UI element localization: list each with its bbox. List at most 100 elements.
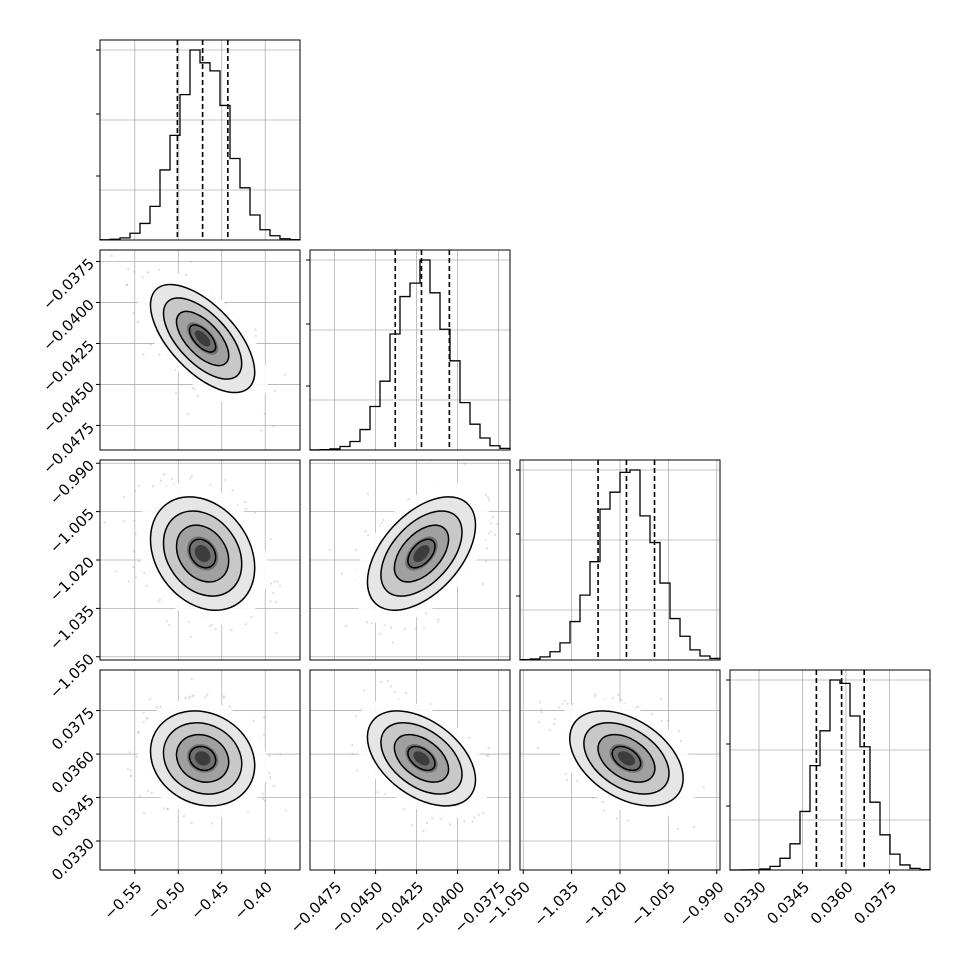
sample-point [487, 532, 490, 535]
sample-point [260, 429, 263, 432]
contour-level-3 [162, 722, 243, 795]
sample-point [190, 475, 194, 478]
sample-point [422, 626, 426, 629]
sample-point [437, 618, 440, 621]
sample-point [261, 792, 264, 795]
sample-point [162, 807, 165, 810]
sample-point [269, 600, 272, 603]
contour-level-3 [380, 722, 463, 795]
contour-level-3 [380, 510, 463, 597]
contour-level-1 [407, 745, 436, 772]
sample-point [147, 271, 150, 274]
sample-point [244, 501, 247, 504]
sample-point [620, 698, 623, 701]
sample-point [145, 584, 148, 587]
sample-point [496, 523, 499, 526]
sample-point [245, 507, 248, 510]
sample-point [129, 769, 132, 772]
panel-frame [309, 669, 511, 871]
sample-point [127, 767, 130, 771]
sample-point [380, 521, 383, 525]
sample-point [223, 695, 226, 698]
sample-point [366, 621, 369, 624]
sample-point [429, 702, 432, 706]
sample-point [155, 706, 159, 709]
sample-point [137, 484, 140, 487]
histogram-p0 [99, 49, 301, 241]
sample-point [204, 696, 207, 699]
panel-content [103, 473, 282, 638]
sample-point [136, 321, 139, 324]
sample-point [166, 807, 170, 810]
scatter-panel-p2-p3 [519, 669, 721, 871]
sample-point [166, 808, 169, 811]
sample-point [463, 820, 466, 823]
sample-point [142, 711, 145, 714]
sample-point [222, 696, 225, 699]
sample-point [135, 576, 138, 579]
panel-frame [99, 39, 301, 241]
sample-point [171, 478, 174, 481]
sample-point [145, 716, 149, 720]
sample-point [473, 816, 476, 819]
sample-point [158, 353, 161, 356]
sample-point [391, 641, 395, 644]
sample-point [313, 794, 315, 796]
sample-point [137, 731, 141, 735]
contour-level-1 [188, 324, 217, 353]
contour-level-4 [366, 496, 477, 612]
sample-point [415, 628, 418, 631]
sample-point [150, 791, 153, 795]
sample-point [279, 753, 282, 756]
sample-point [276, 580, 279, 583]
sample-point [393, 691, 396, 694]
sample-point [448, 823, 452, 826]
sample-point [272, 591, 275, 594]
sample-point [481, 582, 484, 586]
sample-point [138, 795, 141, 798]
panel-frame [519, 459, 721, 661]
sample-point [366, 493, 369, 496]
sample-point [383, 623, 386, 627]
sample-point [340, 572, 343, 575]
sample-point [363, 689, 366, 692]
panel-content [536, 693, 706, 830]
sample-point [162, 473, 165, 476]
contour-level-4 [149, 283, 256, 394]
sample-point [149, 698, 152, 701]
sample-point [196, 394, 199, 397]
panel-content [110, 254, 287, 432]
sample-point [482, 811, 485, 815]
panel-frame [309, 459, 511, 661]
sample-point [269, 776, 272, 779]
sample-point [151, 485, 155, 488]
sample-point [130, 774, 133, 777]
sample-point [283, 373, 287, 376]
scatter-panel-p0-p2 [99, 459, 301, 661]
sample-point [376, 791, 379, 794]
sample-point [403, 627, 406, 630]
sample-point [157, 600, 160, 603]
sample-point [143, 812, 146, 815]
sample-point [268, 837, 271, 840]
sample-point [114, 570, 118, 573]
sample-point [132, 550, 135, 553]
sample-point [209, 483, 212, 486]
sample-point [149, 343, 152, 346]
sample-point [425, 821, 428, 825]
sample-point [471, 820, 474, 823]
sample-point [231, 489, 234, 492]
sample-point [253, 511, 256, 514]
contour-level-2 [175, 310, 230, 367]
sample-point [128, 751, 131, 754]
density-shade [194, 751, 211, 766]
sample-point [490, 530, 493, 533]
sample-point [224, 478, 227, 481]
sample-point [491, 515, 494, 519]
panel-content [328, 460, 510, 644]
sample-point [191, 695, 194, 698]
sample-point [254, 334, 257, 337]
hist-panel-p0 [96, 39, 301, 241]
sample-point [136, 730, 140, 734]
sample-point [142, 721, 145, 724]
